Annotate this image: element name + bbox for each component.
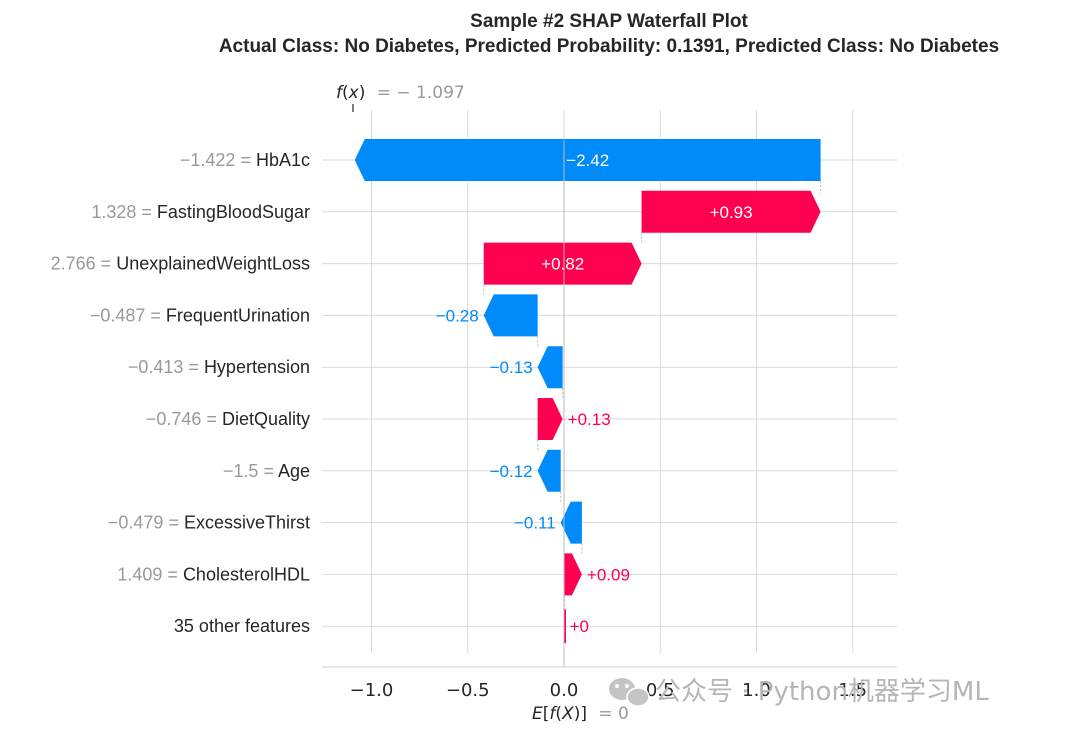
feature-label: −1.422 = HbA1c	[180, 150, 310, 170]
bar-unexplainedweightloss	[483, 242, 642, 285]
bar-value-label: −2.42	[566, 151, 609, 170]
x-tick-label: 1.5	[838, 680, 867, 701]
feature-value: −1.422 =	[180, 150, 256, 170]
bar-excessivethirst	[560, 501, 582, 544]
feature-name: FrequentUrination	[166, 305, 310, 325]
base-value-text: = 0	[598, 704, 628, 724]
bar-fastingbloodsugar	[641, 190, 821, 233]
bar-value-label: −0.11	[514, 514, 556, 533]
feature-label: −1.5 = Age	[223, 461, 310, 481]
bar-value-label: +0.13	[568, 410, 611, 429]
feature-label: 35 other features	[174, 616, 310, 636]
feature-name: FastingBloodSugar	[157, 202, 310, 222]
feature-value: 1.328 =	[91, 202, 157, 222]
bar-value-label: −0.12	[490, 462, 533, 481]
bar-hba1c	[354, 139, 821, 181]
bar-value-label: −0.13	[490, 358, 533, 377]
output-value-label: f(x) = − 1.097	[336, 83, 465, 103]
x-axis: −1.0 −0.5 0.0 0.5 1.0 1.5	[322, 666, 897, 701]
bar-value-label: +0.09	[587, 565, 630, 584]
bar-cholesterolhdl	[564, 553, 582, 596]
feature-label: −0.746 = DietQuality	[146, 409, 310, 429]
feature-value: −1.5 =	[223, 461, 278, 481]
bar-value-label: +0.82	[541, 255, 584, 274]
feature-label: −0.479 = ExcessiveThirst	[108, 513, 310, 533]
bars-layer: −2.42 +0.93 +0.82 −0.28 −0.13 +0.13 −0.12 −0.11…	[354, 139, 822, 667]
bar-dietquality	[537, 398, 563, 440]
x-tick-label: 0.5	[646, 680, 675, 701]
x-tick-label: 0.0	[550, 680, 579, 701]
feature-labels-layer: −1.422 = HbA1c 1.328 = FastingBloodSugar 2…	[51, 150, 310, 636]
feature-name: ExcessiveThirst	[184, 513, 310, 533]
feature-value: 1.409 =	[117, 564, 183, 584]
bar-hypertension	[537, 346, 563, 389]
feature-name: 35 other features	[174, 616, 310, 636]
feature-value: 2.766 =	[51, 254, 117, 274]
chart-subtitle: Actual Class: No Diabetes, Predicted Pro…	[219, 36, 999, 57]
base-value-label: E[f(X)] = 0	[532, 704, 629, 724]
bar-value-label: −0.28	[436, 306, 479, 325]
feature-name: Hypertension	[204, 357, 310, 377]
feature-value: −0.413 =	[128, 357, 204, 377]
feature-name: DietQuality	[222, 409, 310, 429]
feature-value: −0.479 =	[108, 513, 184, 533]
feature-name: CholesterolHDL	[183, 564, 310, 584]
feature-label: −0.413 = Hypertension	[128, 357, 310, 377]
feature-value: −0.487 =	[90, 305, 166, 325]
x-tick-label: 1.0	[742, 680, 771, 701]
bar-age	[537, 449, 561, 492]
x-tick-label: −0.5	[446, 680, 490, 701]
bar-frequenturination	[483, 294, 538, 337]
feature-name: HbA1c	[256, 150, 310, 170]
bar-value-label: +0	[570, 617, 589, 636]
feature-value: −0.746 =	[146, 409, 222, 429]
feature-label: 1.328 = FastingBloodSugar	[91, 202, 310, 222]
output-value-text: = − 1.097	[377, 83, 465, 103]
feature-label: 2.766 = UnexplainedWeightLoss	[51, 254, 310, 274]
feature-label: −0.487 = FrequentUrination	[90, 305, 310, 325]
feature-label: 1.409 = CholesterolHDL	[117, 564, 310, 584]
feature-name: Age	[278, 461, 310, 481]
chart-title: Sample #2 SHAP Waterfall Plot	[470, 11, 748, 32]
bar-value-label: +0.93	[710, 203, 753, 222]
watermark: 公众号 · Python机器学习ML	[609, 677, 989, 707]
grid-layer	[322, 110, 897, 653]
feature-name: UnexplainedWeightLoss	[116, 254, 310, 274]
wechat-icon	[609, 678, 650, 707]
x-tick-label: −1.0	[350, 680, 394, 701]
watermark-text: 公众号 · Python机器学习ML	[655, 677, 989, 707]
